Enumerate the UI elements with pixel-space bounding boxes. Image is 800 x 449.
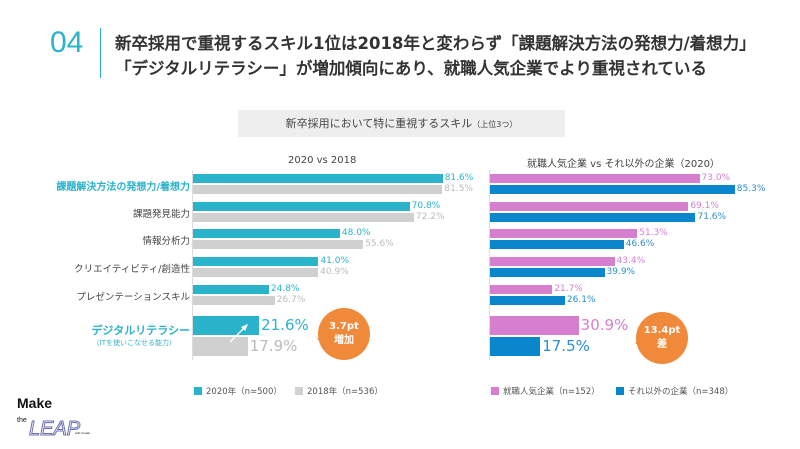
headline-line-2: 「デジタルリテラシー」が増加傾向にあり、就職人気企業でより重視されている: [115, 59, 707, 78]
svg-text:LEAP: LEAP: [29, 418, 81, 440]
bar: [193, 257, 319, 266]
legend-label: 2018年（n=536）: [307, 387, 383, 397]
legend-label: 2020年（n=500）: [206, 387, 282, 397]
chart-subtitle: 新卒採用において特に重視するスキル（上位3つ）: [238, 110, 565, 137]
data-label: 26.1%: [566, 295, 596, 305]
data-label: 73.0%: [701, 173, 731, 183]
legend-swatch: [194, 387, 202, 395]
category-label: デジタルリテラシー: [91, 324, 190, 337]
data-label: 85.3%: [736, 184, 766, 194]
bar: [490, 268, 605, 277]
data-label: 81.5%: [444, 184, 473, 194]
svg-text:with Creative Cloud: with Creative Cloud: [75, 431, 90, 435]
legend-swatch: [295, 387, 303, 395]
data-label: 39.9%: [606, 267, 636, 277]
bar: [193, 296, 275, 305]
bar: [490, 316, 579, 335]
category-label: クリエイティビティ/創造性: [74, 264, 190, 275]
bar: [490, 202, 689, 211]
data-label: 26.7%: [276, 295, 306, 305]
category-label: 課題発見能力: [132, 209, 190, 220]
bar: [490, 185, 735, 194]
legend-item-other: それ以外の企業（n=348）: [616, 385, 733, 397]
legend-label: 就職人気企業（n=152）: [503, 387, 600, 397]
annotation-text: 差: [657, 339, 667, 350]
category-label: 課題解決方法の発想力/着想力: [56, 182, 190, 193]
left-annotation-bubble: 3.7pt 増加: [317, 308, 370, 360]
legend-swatch: [616, 387, 624, 395]
data-label: 55.6%: [365, 239, 394, 249]
bar: [193, 174, 443, 183]
data-label: 21.7%: [554, 284, 583, 294]
subtitle-text: 新卒採用において特に重視するスキル: [285, 117, 473, 130]
headline-line-1: 新卒採用で重視するスキル1位は2018年と変わらず「課題解決方法の発想力/着想力…: [115, 34, 756, 53]
bar: [490, 257, 615, 266]
legend-item-2020: 2020年（n=500）: [194, 385, 282, 397]
data-label: 40.9%: [320, 267, 349, 277]
annotation-text: 増加: [334, 335, 354, 346]
legend-item-2018: 2018年（n=536）: [295, 385, 383, 397]
legend-item-popular: 就職人気企業（n=152）: [491, 385, 600, 397]
category-label: プレゼンテーションスキル: [76, 292, 190, 303]
make-the-leap-logo: Make the LEAP with Creative Cloud: [17, 395, 90, 441]
slide-number: 04: [50, 26, 84, 59]
data-label: 71.6%: [697, 212, 727, 222]
data-label: 17.9%: [249, 337, 298, 355]
bar: [490, 174, 700, 183]
svg-text:Make: Make: [17, 395, 52, 411]
category-note: （ITを使いこなせる能力）: [92, 339, 176, 347]
subtitle-note: （上位3つ）: [472, 120, 518, 129]
bar: [193, 185, 443, 194]
data-label: 51.3%: [639, 228, 668, 238]
svg-text:the: the: [17, 417, 27, 424]
data-label: 48.0%: [341, 228, 371, 238]
bar: [193, 213, 414, 222]
right-annotation-bubble: 13.4pt 差: [635, 312, 688, 364]
bar: [193, 285, 269, 294]
bar: [490, 240, 624, 249]
data-label: 21.6%: [261, 316, 309, 334]
data-label: 24.8%: [270, 284, 300, 294]
data-label: 30.9%: [580, 316, 629, 334]
data-label: 46.6%: [625, 239, 655, 249]
data-label: 81.6%: [444, 173, 474, 183]
bar: [490, 285, 553, 294]
bar: [193, 229, 340, 238]
annotation-value: 13.4pt: [643, 325, 681, 336]
legend-swatch: [491, 387, 499, 395]
bar: [490, 337, 541, 356]
annotation-value: 3.7pt: [329, 321, 359, 332]
bar: [490, 296, 565, 305]
bar: [193, 337, 248, 356]
bar: [193, 202, 410, 211]
data-label: 72.2%: [415, 212, 445, 222]
data-label: 41.0%: [320, 256, 350, 266]
data-label: 43.4%: [616, 256, 646, 266]
category-label: 情報分析力: [142, 236, 190, 247]
right-chart-title: 就職人気企業 vs それ以外の企業（2020）: [527, 159, 720, 170]
bar: [490, 213, 696, 222]
increase-arrow-icon: [229, 324, 248, 343]
left-chart-title: 2020 vs 2018: [288, 155, 357, 166]
data-label: 17.5%: [542, 337, 590, 355]
left-axis: [192, 170, 193, 360]
data-label: 70.8%: [411, 201, 441, 211]
divider: [100, 28, 101, 78]
bar: [490, 229, 638, 238]
data-label: 69.1%: [690, 201, 719, 211]
right-axis: [489, 170, 490, 360]
bar: [193, 268, 319, 277]
bar: [193, 240, 364, 249]
legend-label: それ以外の企業（n=348）: [628, 387, 734, 397]
